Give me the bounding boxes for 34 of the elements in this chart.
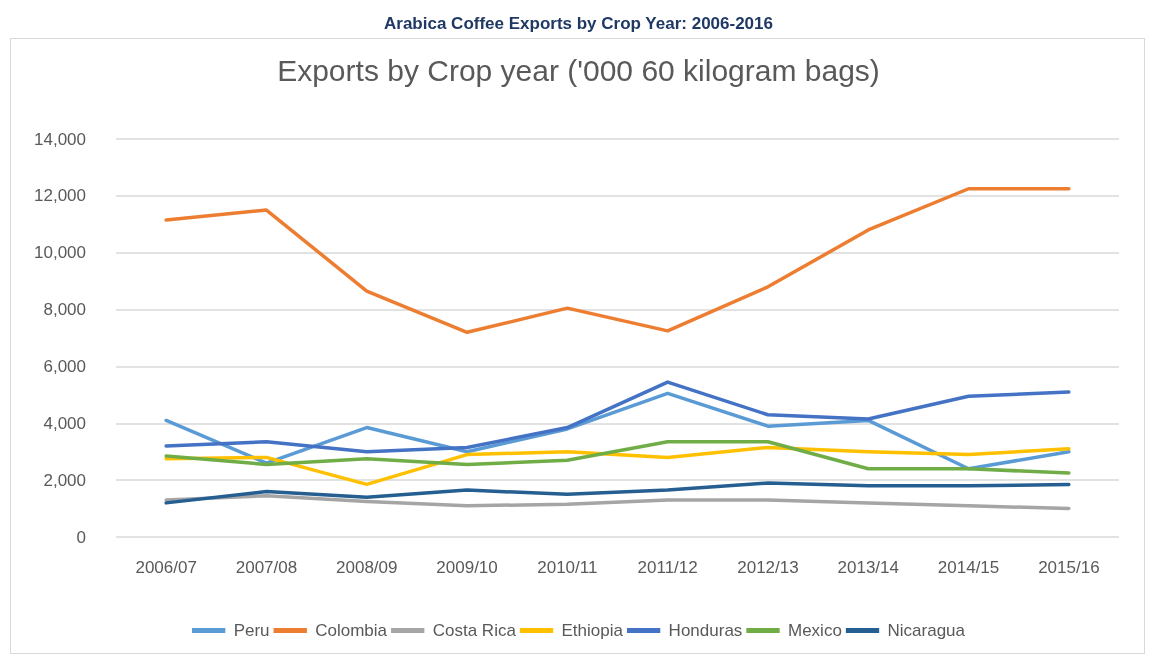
x-tick-label: 2007/08 [235,558,298,577]
legend-label: Peru [233,621,270,640]
x-tick-label: 2012/13 [737,558,799,577]
line-series [164,187,1071,335]
y-tick-label: 14,000 [34,129,86,149]
chart-title: Arabica Coffee Exports by Crop Year: 2006-2016 [384,14,773,33]
x-tick-label: 2006/07 [135,558,197,577]
y-tick-label: 4,000 [43,413,86,433]
x-tick-label: 2015/16 [1038,558,1100,577]
y-tick-label: 0 [76,527,86,547]
line-series [164,481,1071,505]
legend-label: Nicaragua [887,621,966,640]
chart-subtitle: Exports by Crop year ('000 60 kilogram bags) [277,53,880,87]
x-tick-label: 2013/14 [837,558,899,577]
y-tick-label: 12,000 [34,186,86,206]
y-tick-label: 6,000 [43,356,86,376]
legend-label: Ethiopia [561,621,624,640]
y-tick-label: 2,000 [43,470,86,490]
legend-label: Mexico [788,621,842,640]
x-tick-label: 2008/09 [336,558,398,577]
line-series [164,391,1071,471]
x-tick-label: 2011/12 [637,558,698,577]
legend-label: Colombia [315,621,388,640]
legend-label: Honduras [668,621,743,640]
line-series [164,440,1071,475]
x-tick-label: 2010/11 [537,558,598,577]
y-tick-label: 10,000 [34,243,86,263]
line-series [164,494,1071,511]
line-series [164,380,1071,454]
x-tick-label: 2009/10 [436,558,498,577]
x-tick-label: 2014/15 [937,558,1000,577]
y-tick-label: 8,000 [43,300,86,320]
legend-label: Costa Rica [432,621,517,640]
line-series [164,445,1071,487]
